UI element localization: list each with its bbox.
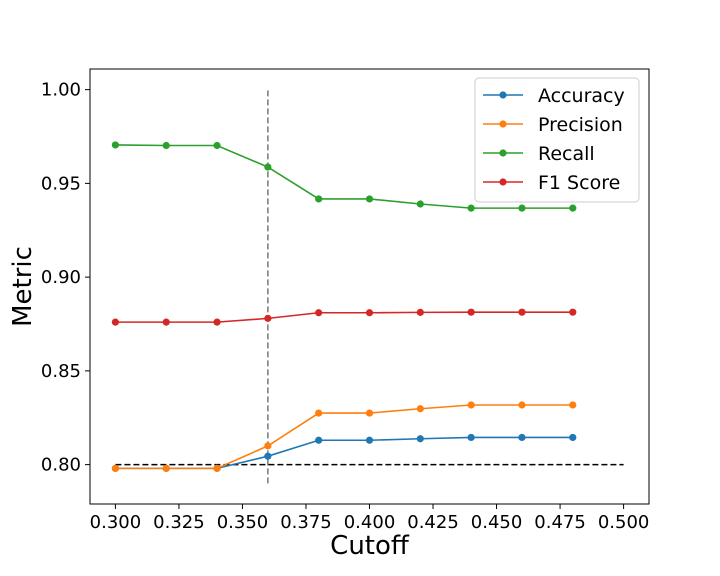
data-point-f1-score [213,318,221,326]
data-point-accuracy [264,452,272,460]
data-point-accuracy [467,433,475,442]
data-point-f1-score [518,308,526,316]
legend-label: Accuracy [538,85,625,107]
data-point-precision [416,405,424,413]
data-point-precision [467,401,475,409]
data-point-recall [518,204,526,212]
data-point-precision [518,401,526,409]
data-point-precision [264,442,272,450]
y-tick-label: 0.95 [41,173,81,194]
data-point-precision [569,401,577,409]
data-point-recall [569,204,577,212]
x-tick-label: 0.450 [471,512,523,533]
x-tick-label: 0.425 [407,512,459,533]
legend-swatch-marker [499,178,507,186]
plot-marks [111,89,624,484]
legend-swatch-marker [499,149,507,157]
legend-swatch-marker [499,91,507,99]
data-point-accuracy [416,435,424,443]
data-point-precision [213,464,221,472]
x-tick-label: 0.300 [90,512,142,533]
series-recall [111,141,577,212]
legend-label: Recall [538,143,595,165]
data-point-accuracy [315,436,323,444]
x-tick-label: 0.325 [153,512,205,533]
legend-item-precision: Precision [483,114,623,136]
data-point-recall [315,195,323,203]
data-point-f1-score [315,309,323,317]
data-point-recall [264,163,272,171]
y-tick-label: 0.85 [41,361,81,382]
legend-item-accuracy: Accuracy [483,85,625,107]
legend-label: Precision [538,114,623,136]
data-point-f1-score [416,308,424,316]
legend-frame [474,77,640,203]
series-line-precision [115,404,573,470]
x-axis: 0.300 0.325 0.350 0.375 0.400 0.425 0.450 0.475… [90,504,650,533]
y-tick-label: 1.00 [41,80,81,101]
data-point-recall [111,141,120,149]
x-tick-label: 0.400 [344,512,396,533]
data-point-recall [365,195,374,203]
x-tick-label: 0.475 [534,512,586,533]
x-tick-label: 0.350 [217,512,269,533]
data-point-recall [162,141,170,150]
x-axis-label: Cutoff [330,531,410,561]
series-line-f1-score [115,311,573,323]
series-f1-score [111,308,577,326]
series-precision [111,401,577,472]
data-point-f1-score [365,309,374,317]
legend-item-recall: Recall [483,143,595,165]
data-point-f1-score [162,318,170,326]
data-point-recall [467,204,475,212]
x-tick-label: 0.500 [598,512,650,533]
series-accuracy [111,433,577,472]
data-point-f1-score [569,308,577,316]
y-tick-label: 0.80 [41,455,81,476]
data-point-accuracy [365,436,374,444]
data-point-precision [111,464,120,472]
x-tick-label: 0.375 [280,512,332,533]
legend: Accuracy Precision Recall F1 Score [474,77,640,203]
data-point-precision [315,409,323,417]
series-line-recall [115,144,573,209]
data-point-accuracy [518,433,526,442]
legend-label: F1 Score [538,172,620,194]
y-axis: 0.80 0.85 0.90 0.95 1.00 [41,80,90,476]
data-point-precision [365,409,374,417]
data-point-f1-score [111,318,120,326]
data-point-precision [162,464,170,472]
legend-swatch-marker [499,120,507,128]
data-point-f1-score [264,314,272,322]
y-tick-label: 0.90 [41,267,81,288]
series-line-accuracy [115,436,573,470]
data-point-f1-score [467,308,475,316]
data-point-recall [416,200,424,208]
data-point-recall [213,141,221,150]
data-point-accuracy [569,433,577,442]
y-axis-label: Metric [8,246,38,327]
legend-item-f1-score: F1 Score [483,172,620,194]
